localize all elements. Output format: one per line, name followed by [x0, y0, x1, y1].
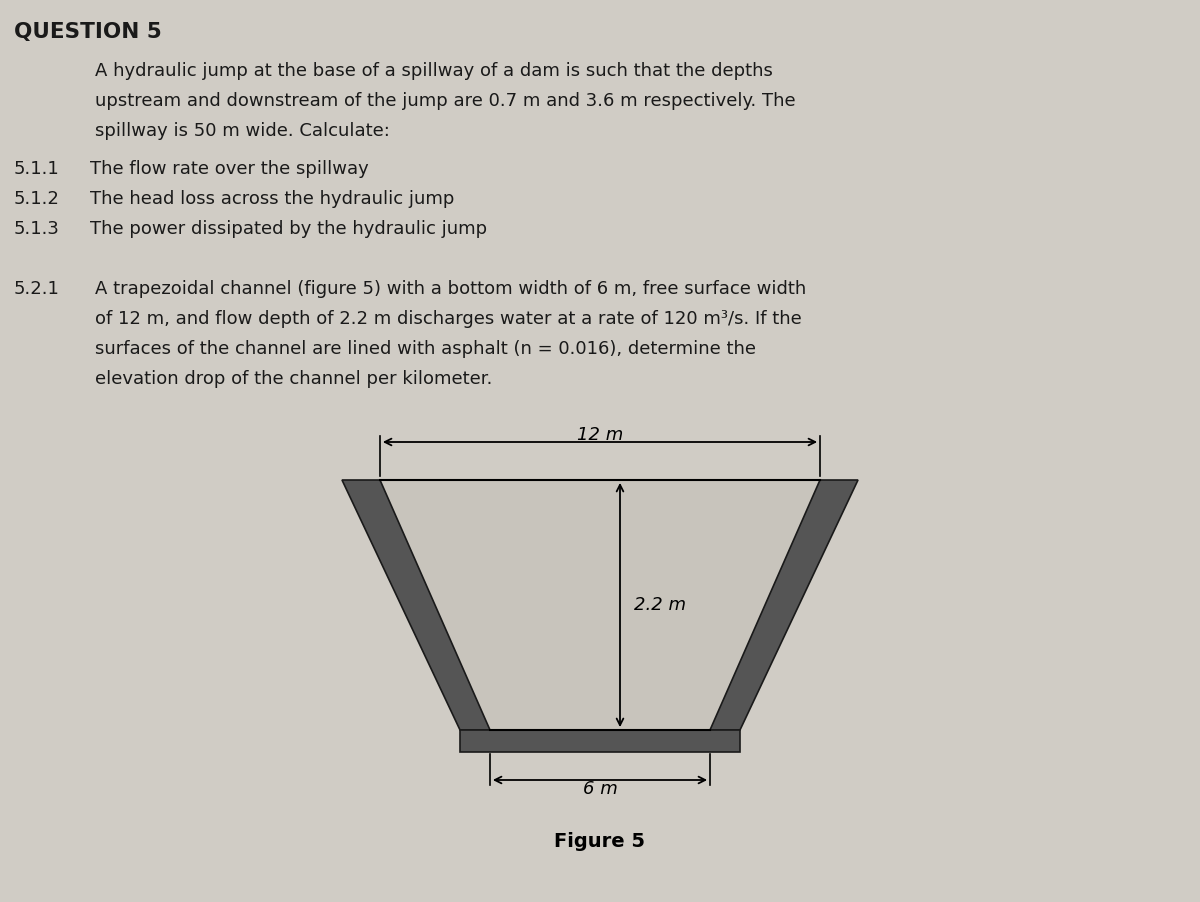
Text: 6 m: 6 m: [583, 780, 617, 798]
Polygon shape: [342, 480, 490, 730]
Polygon shape: [460, 730, 740, 752]
Text: 5.1.2: 5.1.2: [14, 190, 60, 208]
Text: The head loss across the hydraulic jump: The head loss across the hydraulic jump: [90, 190, 455, 208]
Text: spillway is 50 m wide. Calculate:: spillway is 50 m wide. Calculate:: [95, 122, 390, 140]
Text: 2.2 m: 2.2 m: [634, 596, 686, 614]
Text: QUESTION 5: QUESTION 5: [14, 22, 162, 42]
Text: 5.2.1: 5.2.1: [14, 280, 60, 298]
Text: surfaces of the channel are lined with asphalt (n = 0.016), determine the: surfaces of the channel are lined with a…: [95, 340, 756, 358]
Text: A hydraulic jump at the base of a spillway of a dam is such that the depths: A hydraulic jump at the base of a spillw…: [95, 62, 773, 80]
Text: A trapezoidal channel (figure 5) with a bottom width of 6 m, free surface width: A trapezoidal channel (figure 5) with a …: [95, 280, 806, 298]
Text: 5.1.1: 5.1.1: [14, 160, 60, 178]
Text: The power dissipated by the hydraulic jump: The power dissipated by the hydraulic ju…: [90, 220, 487, 238]
Text: of 12 m, and flow depth of 2.2 m discharges water at a rate of 120 m³/s. If the: of 12 m, and flow depth of 2.2 m dischar…: [95, 310, 802, 328]
Text: 5.1.3: 5.1.3: [14, 220, 60, 238]
Polygon shape: [710, 480, 858, 730]
Text: elevation drop of the channel per kilometer.: elevation drop of the channel per kilome…: [95, 370, 492, 388]
Text: upstream and downstream of the jump are 0.7 m and 3.6 m respectively. The: upstream and downstream of the jump are …: [95, 92, 796, 110]
Text: 12 m: 12 m: [577, 426, 623, 444]
Polygon shape: [380, 480, 820, 730]
Text: Figure 5: Figure 5: [554, 832, 646, 851]
Text: The flow rate over the spillway: The flow rate over the spillway: [90, 160, 368, 178]
